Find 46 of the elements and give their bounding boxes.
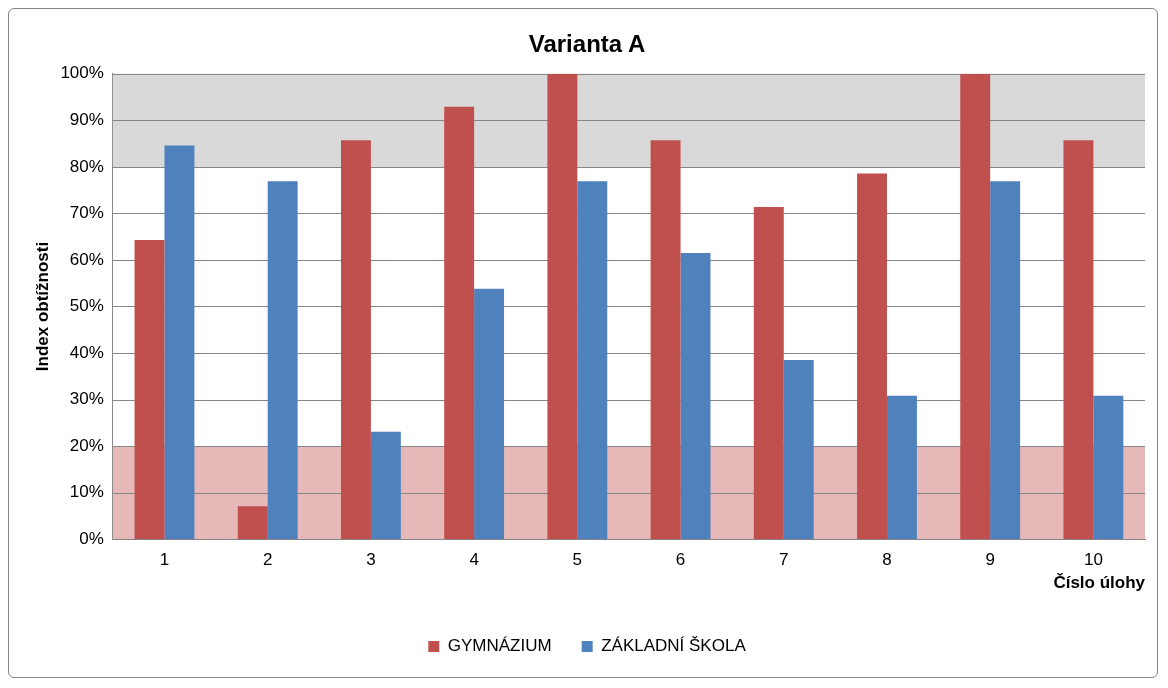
y-tick-label: 50% — [69, 296, 104, 316]
bar — [577, 181, 608, 540]
bar — [783, 360, 814, 540]
y-axis-title: Index obtížnosti — [32, 241, 52, 372]
x-tick-label: 2 — [262, 550, 273, 570]
bar — [1093, 395, 1124, 540]
x-tick-label: 9 — [985, 550, 995, 570]
y-tick-label: 70% — [69, 203, 104, 223]
bar — [340, 140, 371, 540]
chart-title: Varianta A — [528, 30, 646, 58]
y-tick-label: 40% — [69, 342, 104, 362]
y-tick-label: 100% — [60, 63, 104, 83]
bar — [134, 239, 165, 540]
x-axis-title: Číslo úlohy — [1053, 573, 1146, 593]
y-tick-label: 30% — [69, 389, 104, 409]
y-tick-label: 90% — [69, 110, 104, 130]
bar — [370, 431, 401, 540]
bar — [857, 173, 887, 540]
bar — [164, 145, 195, 540]
bar — [960, 73, 991, 540]
bar — [267, 181, 298, 540]
y-tick-label: 0% — [79, 528, 104, 548]
y-tick-label: 60% — [69, 249, 104, 269]
bar — [650, 140, 681, 540]
bar — [990, 181, 1021, 540]
bar — [680, 252, 711, 540]
y-tick-label: 80% — [69, 156, 104, 176]
bar — [1063, 140, 1094, 540]
y-tick-label: 10% — [69, 482, 104, 502]
x-tick-label: 1 — [159, 550, 170, 570]
x-tick-label: 5 — [572, 550, 583, 570]
y-tick-label: 20% — [69, 435, 104, 455]
x-tick-label: 7 — [779, 550, 789, 570]
x-tick-label: 6 — [675, 550, 686, 570]
x-tick-label: 4 — [469, 550, 479, 570]
bar — [444, 106, 475, 540]
bar — [886, 395, 917, 540]
bar — [237, 506, 268, 540]
x-tick-label: 3 — [366, 550, 376, 570]
bar — [547, 73, 578, 540]
x-tick-label: 10 — [1083, 550, 1103, 570]
legend-label: ZÁKLADNÍ ŠKOLA — [601, 636, 747, 656]
x-tick-label: 8 — [882, 550, 892, 570]
bar — [474, 288, 505, 540]
legend-label: GYMNÁZIUM — [447, 636, 552, 656]
bar — [753, 206, 784, 540]
